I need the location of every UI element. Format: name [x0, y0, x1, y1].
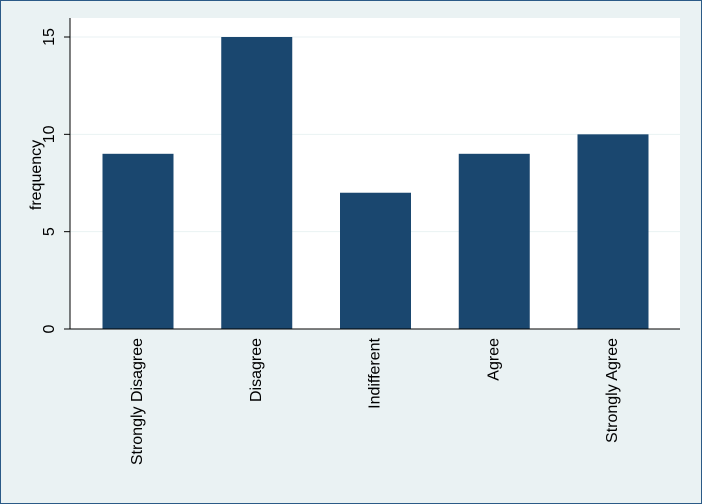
y-tick-label: 0 — [41, 324, 58, 333]
y-axis-label: frequency — [28, 140, 45, 210]
x-tick-label: Strongly Agree — [604, 338, 621, 443]
bar — [221, 37, 293, 329]
bar — [102, 153, 174, 329]
bar — [340, 192, 411, 329]
x-tick-label: Disagree — [248, 338, 265, 402]
bar — [458, 153, 530, 329]
x-tick-label: Agree — [485, 338, 502, 381]
x-tick-label: Strongly Disagree — [129, 338, 146, 465]
bar — [577, 134, 649, 329]
y-tick-label: 15 — [41, 28, 58, 46]
y-tick-label: 10 — [41, 125, 58, 143]
y-tick-label: 5 — [41, 227, 58, 236]
x-tick-label: Indifferent — [367, 337, 384, 408]
